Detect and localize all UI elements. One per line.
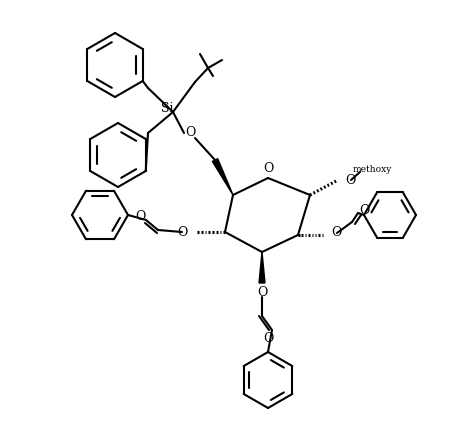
Text: O: O: [257, 286, 267, 298]
Text: O: O: [135, 209, 145, 222]
Text: O: O: [359, 203, 369, 216]
Polygon shape: [212, 159, 233, 195]
Polygon shape: [259, 252, 265, 283]
Text: O: O: [263, 332, 273, 344]
Text: O: O: [185, 126, 195, 139]
Text: methoxy: methoxy: [352, 166, 392, 175]
Text: Si: Si: [161, 101, 173, 114]
Text: O: O: [263, 162, 273, 175]
Text: O: O: [178, 225, 188, 239]
Text: O: O: [345, 173, 355, 187]
Text: O: O: [331, 227, 342, 240]
